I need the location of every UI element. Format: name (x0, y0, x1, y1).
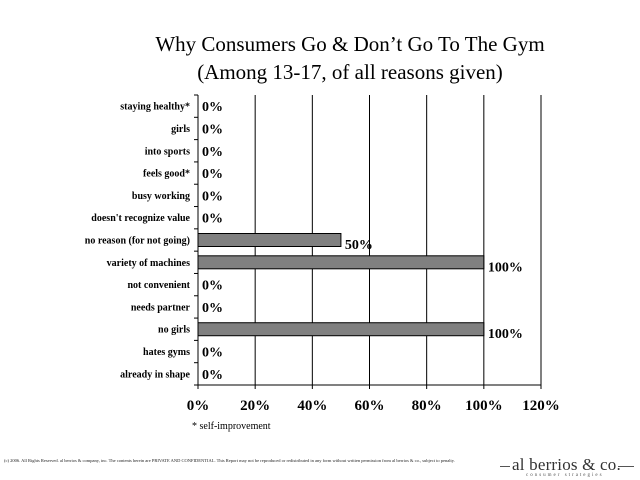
x-tick-label: 120% (522, 398, 560, 414)
category-label: doesn't recognize value (91, 213, 190, 224)
bar (197, 322, 485, 337)
data-label: 0% (202, 145, 223, 160)
bar (197, 233, 342, 247)
data-label: 0% (202, 189, 223, 204)
logo-rule-left (500, 466, 510, 467)
category-label: not convenient (128, 280, 191, 291)
chart-title-line2: (Among 13-17, of all reasons given) (197, 60, 503, 84)
bar (197, 255, 485, 270)
logo-name: al berrios & co. (512, 455, 621, 474)
x-tick-label: 40% (297, 398, 327, 414)
logo-rule-right (618, 466, 634, 467)
data-label: 50% (345, 238, 373, 253)
data-label: 0% (202, 212, 223, 227)
data-label: 100% (488, 260, 523, 275)
category-label: busy working (132, 191, 190, 202)
logo-tagline: consumer strategies (526, 473, 604, 478)
company-logo: al berrios & co. consumer strategies (500, 455, 635, 480)
category-label: staying healthy* (120, 102, 190, 113)
data-label: 0% (202, 346, 223, 361)
category-label: needs partner (131, 302, 191, 313)
category-label: girls (171, 124, 190, 135)
category-label: variety of machines (107, 258, 190, 269)
chart-title-line1: Why Consumers Go & Don’t Go To The Gym (155, 32, 545, 56)
x-tick-label: 60% (355, 398, 385, 414)
copyright-notice: (c) 2006. All Rights Reserved. al berrio… (4, 458, 455, 463)
data-label: 0% (202, 368, 223, 383)
data-label: 0% (202, 122, 223, 137)
chart-title: Why Consumers Go & Don’t Go To The Gym (… (100, 30, 600, 86)
x-tick-label: 80% (412, 398, 442, 414)
category-label: feels good* (143, 169, 190, 180)
category-label: into sports (145, 146, 190, 157)
data-label: 0% (202, 301, 223, 316)
category-label: hates gyms (143, 347, 190, 358)
x-tick-label: 20% (240, 398, 270, 414)
x-tick-label: 100% (465, 398, 503, 414)
category-label: no girls (158, 325, 190, 336)
x-tick-label: 0% (187, 398, 210, 414)
category-label: no reason (for not going) (85, 236, 190, 247)
footnote: * self-improvement (192, 421, 271, 432)
data-label: 100% (488, 327, 523, 342)
data-label: 0% (202, 279, 223, 294)
category-label: already in shape (120, 369, 190, 380)
data-label: 0% (202, 100, 223, 115)
data-label: 0% (202, 167, 223, 182)
